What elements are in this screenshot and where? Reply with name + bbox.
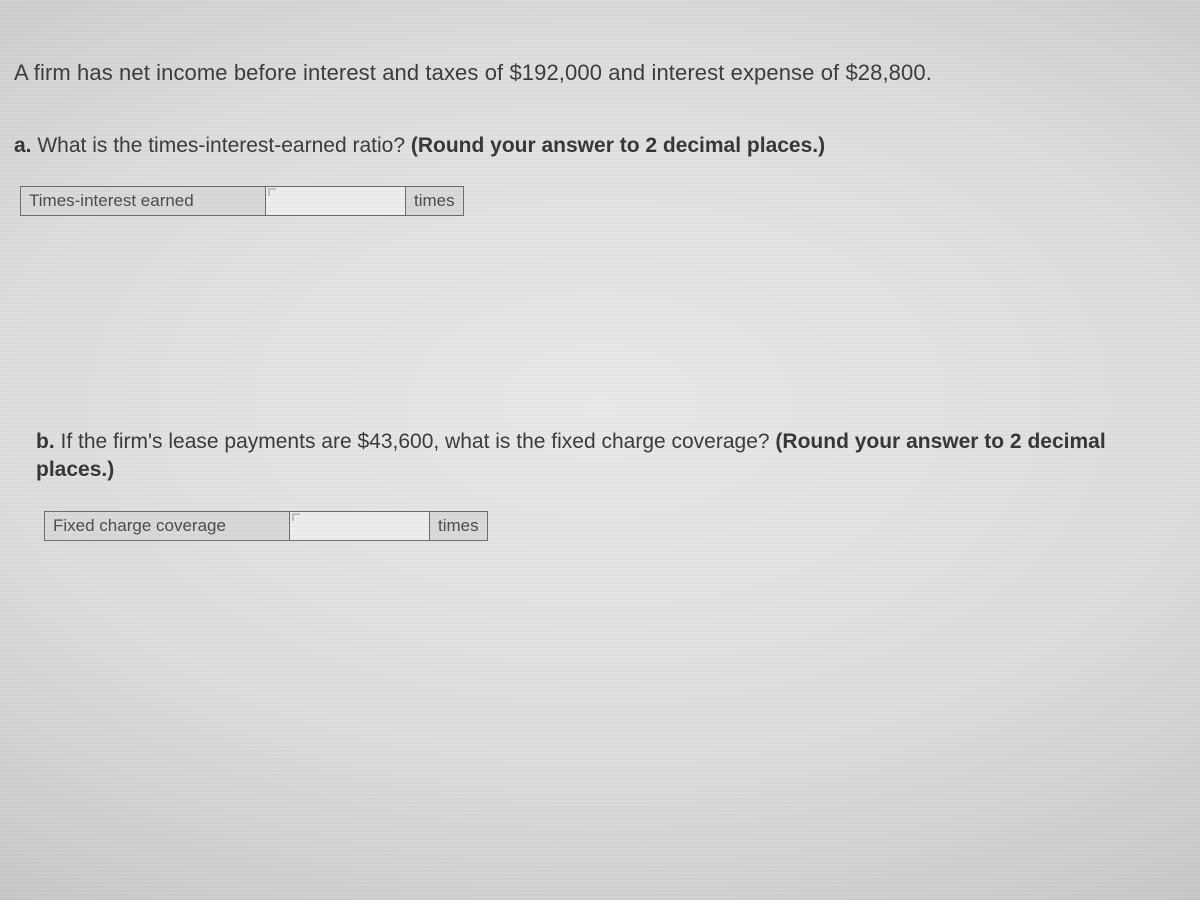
part-b-unit-cell: times	[430, 511, 488, 541]
part-a: a. What is the times-interest-earned rat…	[14, 132, 1186, 216]
part-b: b. If the firm's lease payments are $43,…	[36, 428, 1186, 541]
part-b-answer-row: Fixed charge coverage times	[44, 511, 1186, 541]
part-b-label-cell: Fixed charge coverage	[44, 511, 290, 541]
part-b-input-cell	[290, 511, 430, 541]
part-a-hint: (Round your answer to 2 decimal places.)	[411, 134, 825, 157]
fixed-charge-coverage-input[interactable]	[290, 512, 429, 540]
part-b-letter: b.	[36, 430, 55, 453]
part-a-input-cell	[266, 186, 406, 216]
part-a-question: What is the times-interest-earned ratio?	[32, 134, 411, 157]
part-b-question: If the firm's lease payments are $43,600…	[55, 430, 776, 453]
times-interest-earned-input[interactable]	[266, 187, 405, 215]
part-a-label-cell: Times-interest earned	[20, 186, 266, 216]
spacer	[14, 216, 1186, 428]
part-a-unit-cell: times	[406, 186, 464, 216]
problem-intro: A firm has net income before interest an…	[14, 58, 1186, 88]
part-a-question-line: a. What is the times-interest-earned rat…	[14, 132, 1186, 160]
part-a-letter: a.	[14, 134, 32, 157]
part-a-answer-row: Times-interest earned times	[20, 186, 1186, 216]
part-b-question-line: b. If the firm's lease payments are $43,…	[36, 428, 1186, 485]
